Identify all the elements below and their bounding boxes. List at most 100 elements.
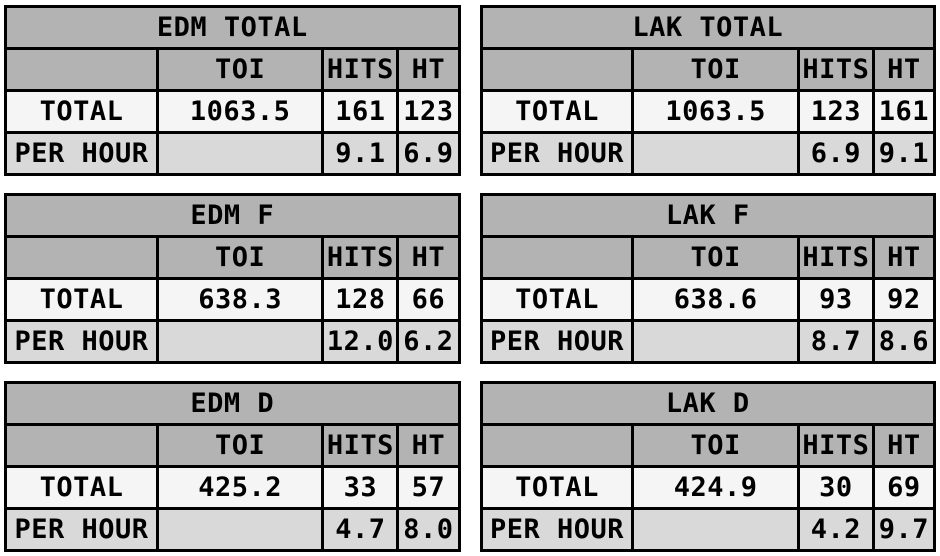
col-header-ht: HT	[396, 423, 461, 468]
cell-total-ht: 69	[871, 465, 937, 510]
stats-table-edm-f: EDM F TOI HITS HT TOTAL 638.3 128 66 PER…	[4, 193, 461, 364]
cell-perhour-ht: 8.6	[871, 319, 937, 364]
table-row: LAK F	[479, 193, 936, 238]
cell-perhour-hits: 4.2	[796, 507, 875, 552]
col-header-hits: HITS	[321, 235, 400, 280]
stats-table-edm-total: EDM TOTAL TOI HITS HT TOTAL 1063.5 161 1…	[4, 5, 461, 176]
row-label-total: TOTAL	[479, 277, 635, 322]
row-label-total: TOTAL	[4, 89, 159, 134]
cell-perhour-toi	[155, 131, 325, 176]
table-row: LAK D	[479, 381, 936, 426]
table-row: EDM TOTAL	[4, 5, 461, 50]
col-header-toi: TOI	[631, 423, 800, 468]
stats-table-edm-d: EDM D TOI HITS HT TOTAL 425.2 33 57 PER …	[4, 381, 461, 552]
col-header-hits: HITS	[321, 47, 400, 92]
cell-perhour-ht: 6.9	[396, 131, 461, 176]
row-label-per-hour: PER HOUR	[479, 507, 635, 552]
table-title: LAK D	[479, 381, 936, 426]
table-row: TOTAL 1063.5 161 123	[4, 89, 461, 134]
cell-total-toi: 638.6	[631, 277, 800, 322]
row-label-per-hour: PER HOUR	[4, 319, 159, 364]
row-label-per-hour: PER HOUR	[479, 131, 635, 176]
table-row: PER HOUR 4.2 9.7	[479, 507, 937, 552]
row-label-per-hour: PER HOUR	[479, 319, 635, 364]
table-row: TOI HITS HT	[479, 423, 937, 468]
col-header-toi: TOI	[155, 423, 325, 468]
row-label-total: TOTAL	[479, 465, 635, 510]
table-row: TOI HITS HT	[479, 47, 937, 92]
cell-perhour-toi	[631, 131, 800, 176]
cell-perhour-toi	[631, 319, 800, 364]
table-title: EDM TOTAL	[4, 5, 461, 50]
cell-total-ht: 57	[396, 465, 461, 510]
table-row: PER HOUR 8.7 8.6	[479, 319, 937, 364]
cell-total-toi: 638.3	[155, 277, 325, 322]
stats-table-lak-f: LAK F TOI HITS HT TOTAL 638.6 93 92 PER …	[479, 193, 937, 364]
cell-total-toi: 1063.5	[631, 89, 800, 134]
cell-total-toi: 425.2	[155, 465, 325, 510]
table-row: PER HOUR 4.7 8.0	[4, 507, 461, 552]
table-title: EDM D	[4, 381, 461, 426]
col-header-hits: HITS	[796, 47, 875, 92]
col-header-ht: HT	[871, 235, 937, 280]
cell-perhour-toi	[155, 319, 325, 364]
cell-perhour-hits: 8.7	[796, 319, 875, 364]
row-label-total: TOTAL	[479, 89, 635, 134]
stats-table-lak-d: LAK D TOI HITS HT TOTAL 424.9 30 69 PER …	[479, 381, 937, 552]
cell-perhour-ht: 6.2	[396, 319, 461, 364]
table-row: EDM D	[4, 381, 461, 426]
col-header-toi: TOI	[155, 235, 325, 280]
table-row: PER HOUR 12.0 6.2	[4, 319, 461, 364]
table-title: LAK F	[479, 193, 936, 238]
col-header-label	[479, 47, 635, 92]
cell-total-ht: 92	[871, 277, 937, 322]
cell-total-hits: 93	[796, 277, 875, 322]
cell-perhour-hits: 9.1	[321, 131, 400, 176]
col-header-ht: HT	[396, 47, 461, 92]
cell-total-ht: 123	[396, 89, 461, 134]
cell-total-hits: 33	[321, 465, 400, 510]
cell-total-hits: 128	[321, 277, 400, 322]
table-row: EDM F	[4, 193, 461, 238]
col-header-toi: TOI	[155, 47, 325, 92]
cell-perhour-hits: 6.9	[796, 131, 875, 176]
table-row: TOI HITS HT	[4, 235, 461, 280]
col-header-label	[479, 423, 635, 468]
col-header-hits: HITS	[796, 235, 875, 280]
col-header-label	[479, 235, 635, 280]
cell-perhour-toi	[155, 507, 325, 552]
cell-total-ht: 66	[396, 277, 461, 322]
row-label-per-hour: PER HOUR	[4, 507, 159, 552]
col-header-hits: HITS	[321, 423, 400, 468]
stats-grid: EDM TOTAL TOI HITS HT TOTAL 1063.5 161 1…	[4, 5, 937, 552]
cell-perhour-hits: 4.7	[321, 507, 400, 552]
table-row: TOTAL 424.9 30 69	[479, 465, 937, 510]
cell-total-toi: 1063.5	[155, 89, 325, 134]
cell-perhour-ht: 9.7	[871, 507, 937, 552]
col-header-label	[4, 423, 159, 468]
col-header-ht: HT	[871, 47, 937, 92]
table-row: TOI HITS HT	[479, 235, 937, 280]
table-row: TOTAL 638.6 93 92	[479, 277, 937, 322]
col-header-label	[4, 47, 159, 92]
table-title: LAK TOTAL	[479, 5, 936, 50]
table-row: LAK TOTAL	[479, 5, 936, 50]
row-label-total: TOTAL	[4, 277, 159, 322]
cell-total-hits: 30	[796, 465, 875, 510]
table-row: TOTAL 1063.5 123 161	[479, 89, 937, 134]
col-header-ht: HT	[396, 235, 461, 280]
col-header-toi: TOI	[631, 47, 800, 92]
col-header-toi: TOI	[631, 235, 800, 280]
cell-total-hits: 161	[321, 89, 400, 134]
col-header-ht: HT	[871, 423, 937, 468]
table-row: TOI HITS HT	[4, 423, 461, 468]
cell-perhour-ht: 9.1	[871, 131, 937, 176]
row-label-total: TOTAL	[4, 465, 159, 510]
cell-total-toi: 424.9	[631, 465, 800, 510]
table-row: PER HOUR 9.1 6.9	[4, 131, 461, 176]
col-header-hits: HITS	[796, 423, 875, 468]
table-row: TOTAL 425.2 33 57	[4, 465, 461, 510]
row-label-per-hour: PER HOUR	[4, 131, 159, 176]
stats-table-lak-total: LAK TOTAL TOI HITS HT TOTAL 1063.5 123 1…	[479, 5, 937, 176]
cell-perhour-toi	[631, 507, 800, 552]
